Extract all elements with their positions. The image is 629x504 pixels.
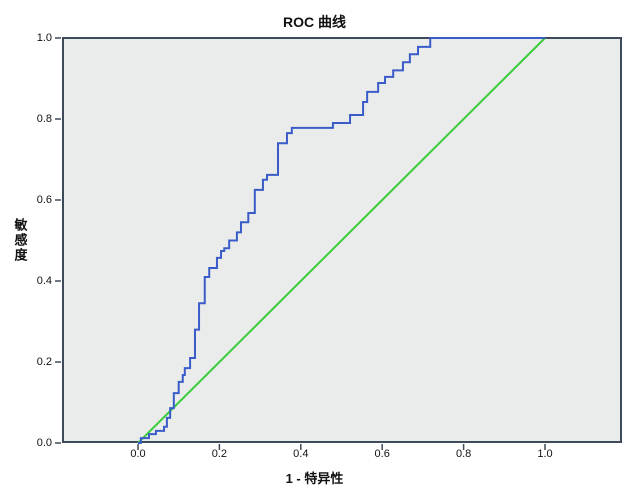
x-tick-label: 0.6 <box>374 448 390 460</box>
y-axis-label-char: 度 <box>14 247 28 263</box>
y-tick-label: 1.0 <box>36 32 52 44</box>
y-tick-label: 0.6 <box>36 194 52 206</box>
x-tick-label: 0.8 <box>455 448 472 460</box>
x-tick-label: 1.0 <box>537 448 553 460</box>
x-tick-label: 0.4 <box>293 448 309 460</box>
x-axis-label: 1 - 特异性 <box>285 471 344 486</box>
x-tick-label: 0.2 <box>211 448 228 460</box>
y-tick-label: 0.4 <box>36 275 52 287</box>
x-tick-label: 0.0 <box>130 448 146 460</box>
y-tick-label: 0.2 <box>36 356 52 368</box>
y-axis-label: 敏感度 <box>12 218 30 263</box>
chart-title: ROC 曲线 <box>283 14 346 30</box>
y-axis-label-char: 敏 <box>14 217 28 233</box>
roc-curve <box>138 37 545 444</box>
y-tick-label: 0.8 <box>36 113 52 125</box>
y-axis-label-char: 感 <box>14 232 28 248</box>
reference-line <box>137 37 546 444</box>
y-tick-label: 0.0 <box>36 437 52 449</box>
